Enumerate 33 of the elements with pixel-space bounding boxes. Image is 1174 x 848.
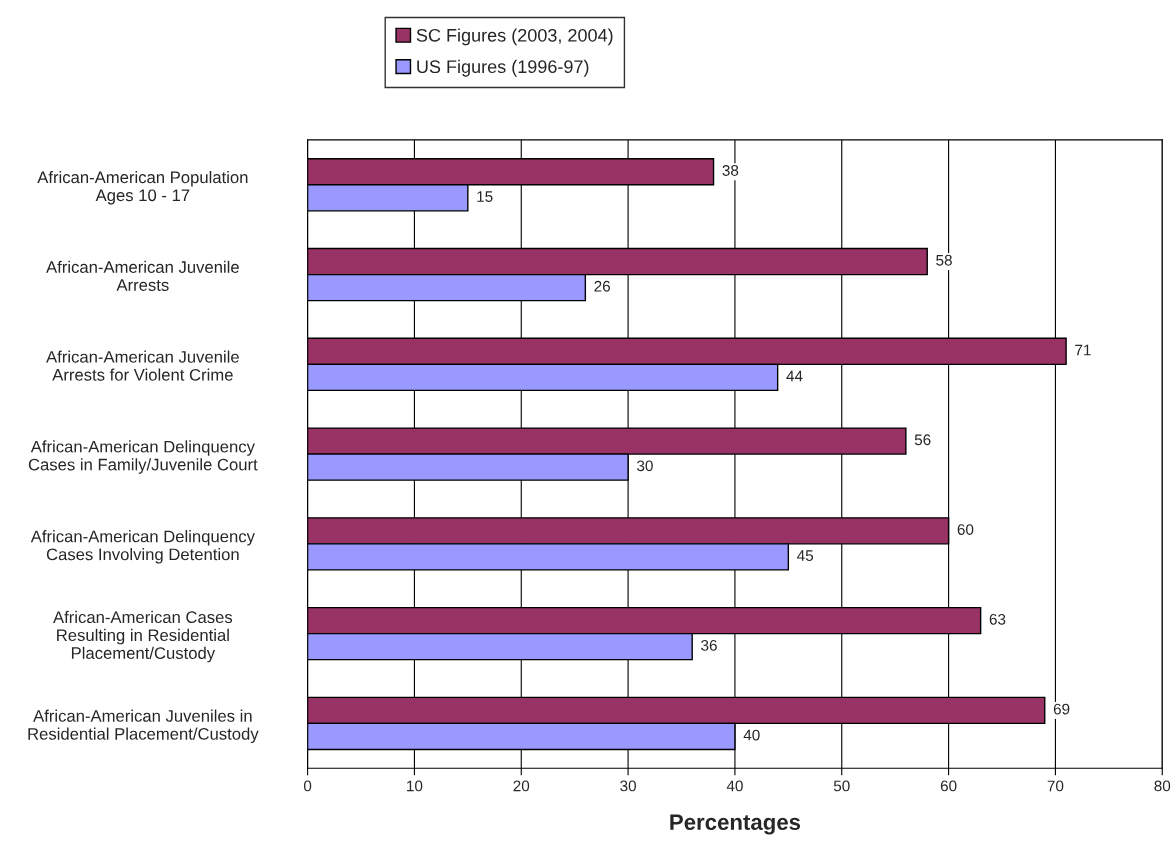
legend-label: US Figures (1996-97) xyxy=(417,59,589,77)
data-label: 60 xyxy=(957,524,974,535)
data-label: 56 xyxy=(914,434,931,446)
data-label: 30 xyxy=(637,460,653,472)
data-label: 26 xyxy=(594,280,611,292)
data-label: 38 xyxy=(722,165,739,176)
data-label: 45 xyxy=(797,550,814,561)
y-tick-label: African-American Juveniles in Residential Placement/Custody xyxy=(28,709,259,744)
y-tick-label: African-American Delinquency Cases in Family/Juvenile Court xyxy=(28,440,258,474)
y-tick-label: African-American Delinquency Cases Involving Detention xyxy=(30,530,255,564)
x-tick-label: 60 xyxy=(940,780,957,792)
data-label: 58 xyxy=(936,254,952,266)
data-label: 69 xyxy=(1053,703,1070,715)
data-label: 15 xyxy=(477,191,493,202)
x-tick-label: 40 xyxy=(726,780,743,792)
x-tick-label: 80 xyxy=(1154,780,1171,792)
x-tick-label: 70 xyxy=(1047,780,1064,792)
y-tick-label: African-American Juvenile Arrests for Violent Crime xyxy=(46,350,239,381)
y-tick-label: African-American Juvenile Arrests xyxy=(46,260,239,291)
y-tick-label: African-American Cases Resulting in Residential Placement/Custody xyxy=(53,610,233,663)
x-tick-label: 30 xyxy=(620,780,636,792)
x-tick-label: 10 xyxy=(407,780,423,792)
x-tick-label: 20 xyxy=(513,780,530,792)
data-label: 71 xyxy=(1075,344,1091,356)
legend-label: SC Figures (2003, 2004) xyxy=(416,28,613,46)
x-tick-label: 50 xyxy=(833,780,850,792)
data-label: 63 xyxy=(989,613,1006,625)
data-label: 44 xyxy=(786,370,803,382)
y-tick-label: African-American Population Ages 10 - 17 xyxy=(37,171,248,205)
x-axis-title: Percentages xyxy=(670,814,801,835)
data-label: 40 xyxy=(743,729,760,741)
data-label: 36 xyxy=(701,639,717,651)
x-tick-label: 0 xyxy=(303,780,312,792)
